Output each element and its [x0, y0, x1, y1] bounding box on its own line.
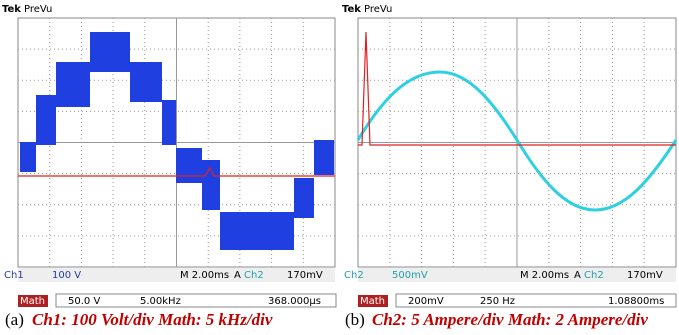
math-rate: 5.00kHz [140, 296, 181, 307]
trigger-level: 170mV [287, 270, 323, 281]
timebase: M 2.00ms [520, 270, 569, 281]
scale: 500mV [392, 270, 428, 281]
math-position: 1.08800ms [608, 296, 664, 307]
trigger-level: 170mV [627, 270, 663, 281]
math-position: 368.000µs [268, 296, 321, 307]
trigger-channel: Ch2 [244, 270, 264, 281]
math-label: Math [360, 296, 385, 307]
caption-letter: (a) [5, 310, 24, 329]
mode: PreVu [24, 4, 52, 15]
channel: Ch2 [344, 270, 364, 281]
brand: Tek [2, 4, 21, 15]
math-scale: 200mV [408, 296, 444, 307]
math-label: Math [20, 296, 45, 307]
figure: TekPreVuCh1100 VM 2.00msACh2170mVMath50.… [0, 0, 679, 335]
scale: 100 V [52, 270, 81, 281]
channel: Ch1 [4, 270, 24, 281]
math-rate: 250 Hz [480, 296, 515, 307]
timebase: M 2.00ms [180, 270, 229, 281]
trigger-mode: A [234, 270, 241, 281]
caption-text: Ch2: 5 Ampere/div Math: 2 Ampere/div [372, 310, 648, 329]
trigger-mode: A [574, 270, 581, 281]
brand: Tek [342, 4, 361, 15]
caption-text: Ch1: 100 Volt/div Math: 5 kHz/div [32, 310, 273, 329]
caption-letter: (b) [345, 310, 365, 329]
math-scale: 50.0 V [68, 296, 100, 307]
mode: PreVu [364, 4, 392, 15]
trigger-channel: Ch2 [584, 270, 604, 281]
